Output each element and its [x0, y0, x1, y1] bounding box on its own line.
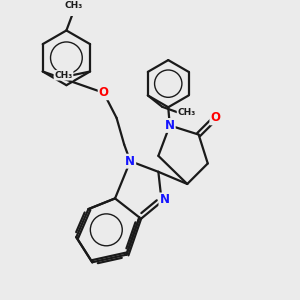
Text: CH₃: CH₃ — [178, 108, 196, 117]
Text: CH₃: CH₃ — [54, 71, 73, 80]
Text: N: N — [165, 119, 175, 132]
Text: O: O — [99, 86, 109, 99]
Text: CH₃: CH₃ — [64, 1, 83, 10]
Text: O: O — [210, 111, 220, 124]
Text: N: N — [125, 155, 135, 168]
Text: N: N — [159, 194, 170, 206]
